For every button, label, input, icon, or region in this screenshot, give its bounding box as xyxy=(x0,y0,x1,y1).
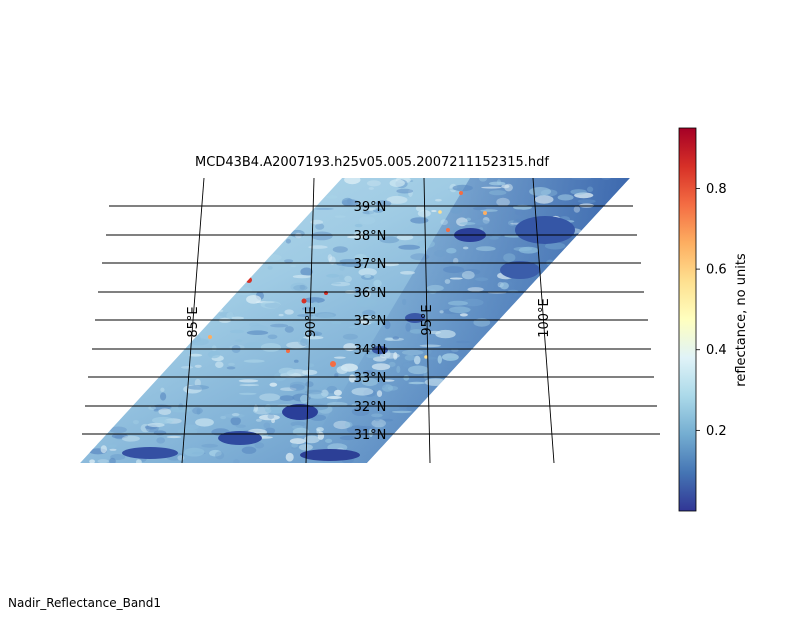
colorbar-bar xyxy=(678,127,697,512)
colorbar-label: reflectance, no units xyxy=(734,253,749,387)
parallel-label: 38°N xyxy=(354,229,387,244)
parallel-label: 32°N xyxy=(354,400,387,415)
parallel-label: 36°N xyxy=(354,286,387,301)
parallel-label: 33°N xyxy=(354,371,387,386)
colorbar-tick-label: 0.8 xyxy=(706,182,727,197)
meridian-label: 100°E xyxy=(537,298,552,338)
meridian-line xyxy=(181,177,205,464)
parallel-label: 34°N xyxy=(354,343,387,358)
colorbar-ticks: 0.2 0.4 0.6 0.8 xyxy=(696,182,727,439)
reflectance-swath xyxy=(80,178,630,463)
colorbar-tick-label: 0.4 xyxy=(706,343,727,358)
parallels xyxy=(82,205,660,435)
map-title: MCD43B4.A2007193.h25v05.005.200721115231… xyxy=(195,155,549,170)
colorbar-tick-label: 0.2 xyxy=(706,424,727,439)
meridian-line xyxy=(532,177,555,464)
parallel-labels: 39°N 38°N 37°N 36°N 35°N 34°N 33°N 32°N … xyxy=(354,200,387,443)
colorbar: 0.2 0.4 0.6 0.8 reflectance, no units xyxy=(678,127,749,512)
meridian-line xyxy=(423,177,431,464)
parallel-label: 35°N xyxy=(354,314,387,329)
colorbar-tick-label: 0.6 xyxy=(706,263,727,278)
meridian-line xyxy=(305,177,315,464)
meridian-label: 95°E xyxy=(420,304,435,335)
meridian-label: 90°E xyxy=(304,306,319,337)
meridian-label: 85°E xyxy=(186,306,201,337)
meridians xyxy=(181,177,555,464)
parallel-label: 31°N xyxy=(354,428,387,443)
meridian-labels: 85°E 90°E 95°E 100°E xyxy=(186,298,552,338)
parallel-label: 39°N xyxy=(354,200,387,215)
parallel-label: 37°N xyxy=(354,257,387,272)
dataset-name: Nadir_Reflectance_Band1 xyxy=(8,596,162,610)
